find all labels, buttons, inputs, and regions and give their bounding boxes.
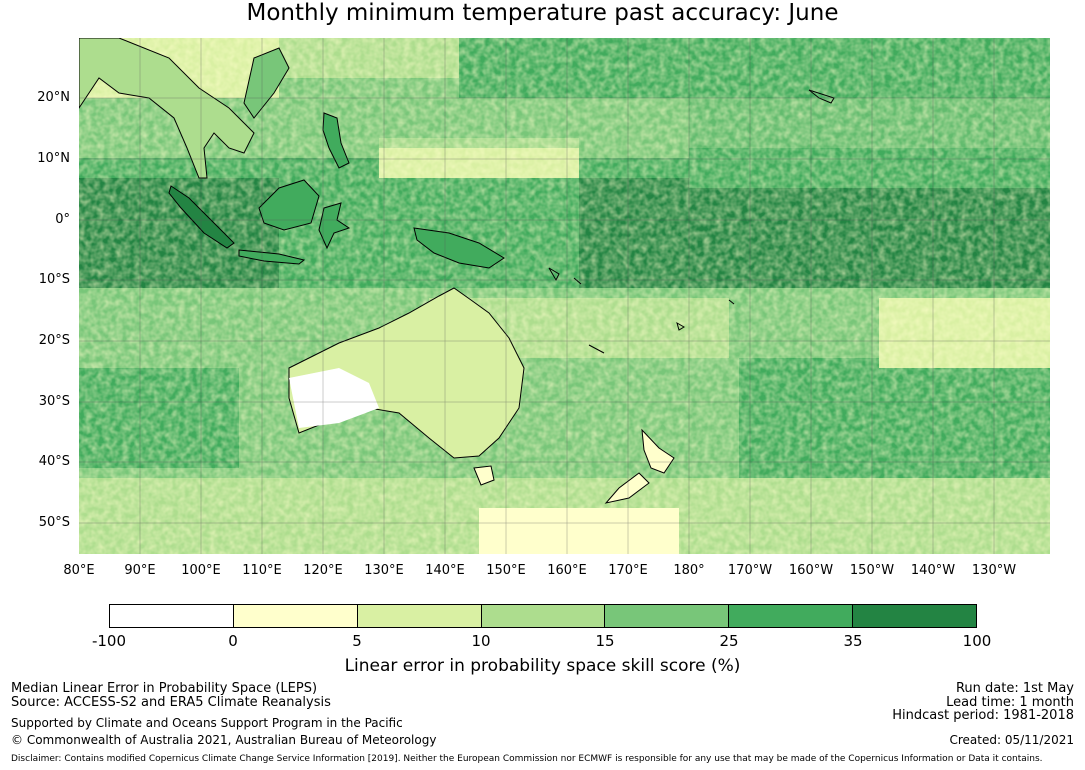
lat-label-40s: 40°S — [38, 454, 70, 469]
colorbar-tick: 0 — [228, 632, 238, 650]
colorbar-segment-2 — [233, 605, 358, 627]
graticule — [79, 38, 1050, 554]
lon-label-140e: 140°E — [425, 563, 465, 578]
footer-created-date: Created: 05/11/2021 — [949, 733, 1074, 747]
lon-label-140w: 140°W — [910, 563, 956, 578]
lon-label-100e: 100°E — [181, 563, 221, 578]
new-zealand-outline — [604, 428, 675, 504]
borneo-outline — [258, 179, 320, 231]
lon-label-150w: 150°W — [849, 563, 895, 578]
lat-label-10n: 10°N — [37, 151, 70, 166]
colorbar-tick: 35 — [843, 632, 863, 650]
colorbar-segment-6 — [729, 605, 854, 627]
lon-label-180: 180° — [673, 563, 705, 578]
colorbar-tick: -100 — [91, 632, 127, 650]
colorbar-segment-1 — [110, 605, 234, 627]
colorbar-segment-5 — [605, 605, 730, 627]
footer-lead-time: Lead time: 1 month — [946, 695, 1074, 710]
sumatra-outline — [168, 185, 235, 249]
chart-title: Monthly minimum temperature past accurac… — [246, 0, 839, 26]
lon-label-160e: 160°E — [547, 563, 587, 578]
java-outline — [238, 249, 306, 265]
colorbar-segment-4 — [481, 605, 606, 627]
lon-label-120e: 120°E — [303, 563, 343, 578]
colorbar-tick: 15 — [595, 632, 615, 650]
colorbar-segment-7 — [853, 605, 977, 627]
lon-label-130e: 130°E — [364, 563, 404, 578]
lon-label-90e: 90°E — [124, 563, 156, 578]
mainland-asia-outline — [79, 38, 255, 179]
colorbar — [109, 604, 977, 628]
pacific-islands — [548, 89, 835, 354]
footer-disclaimer: Disclaimer: Contains modified Copernicus… — [11, 754, 1043, 764]
colorbar-tick: 25 — [719, 632, 739, 650]
sulawesi-outline — [318, 202, 351, 250]
lon-label-170e: 170°E — [608, 563, 648, 578]
lat-label-10s: 10°S — [38, 272, 70, 287]
colorbar-segment-3 — [357, 605, 482, 627]
lat-label-20s: 20°S — [38, 333, 70, 348]
lon-label-170w: 170°W — [727, 563, 773, 578]
lat-label-30s: 30°S — [38, 394, 70, 409]
skill-map — [79, 38, 1050, 554]
colorbar-tick: 100 — [962, 632, 992, 650]
lat-label-0: 0° — [55, 212, 70, 227]
lon-label-130w: 130°W — [971, 563, 1017, 578]
lon-label-150e: 150°E — [486, 563, 526, 578]
footer-copyright: © Commonwealth of Australia 2021, Austra… — [11, 733, 437, 747]
footer-source: Source: ACCESS-S2 and ERA5 Climate Reana… — [11, 695, 331, 710]
colorbar-label: Linear error in probability space skill … — [344, 656, 741, 676]
footer-run-date: Run date: 1st May — [955, 681, 1074, 696]
tasmania-outline — [473, 465, 495, 486]
new-guinea-outline — [413, 227, 505, 269]
map-canvas — [79, 38, 1050, 554]
lat-label-20n: 20°N — [37, 90, 70, 105]
vietnam-outline — [243, 47, 290, 119]
lat-label-50s: 50°S — [38, 515, 70, 530]
philippines-outline — [322, 112, 350, 169]
footer-support: Supported by Climate and Oceans Support … — [11, 716, 403, 730]
colorbar-tick: 10 — [471, 632, 491, 650]
lon-label-160w: 160°W — [788, 563, 834, 578]
footer-method: Median Linear Error in Probability Space… — [11, 681, 318, 696]
footer-hindcast-period: Hindcast period: 1981-2018 — [892, 708, 1074, 723]
australia-interior — [289, 368, 379, 428]
lon-label-110e: 110°E — [242, 563, 282, 578]
colorbar-tick: 5 — [352, 632, 362, 650]
lon-label-80e: 80°E — [63, 563, 95, 578]
